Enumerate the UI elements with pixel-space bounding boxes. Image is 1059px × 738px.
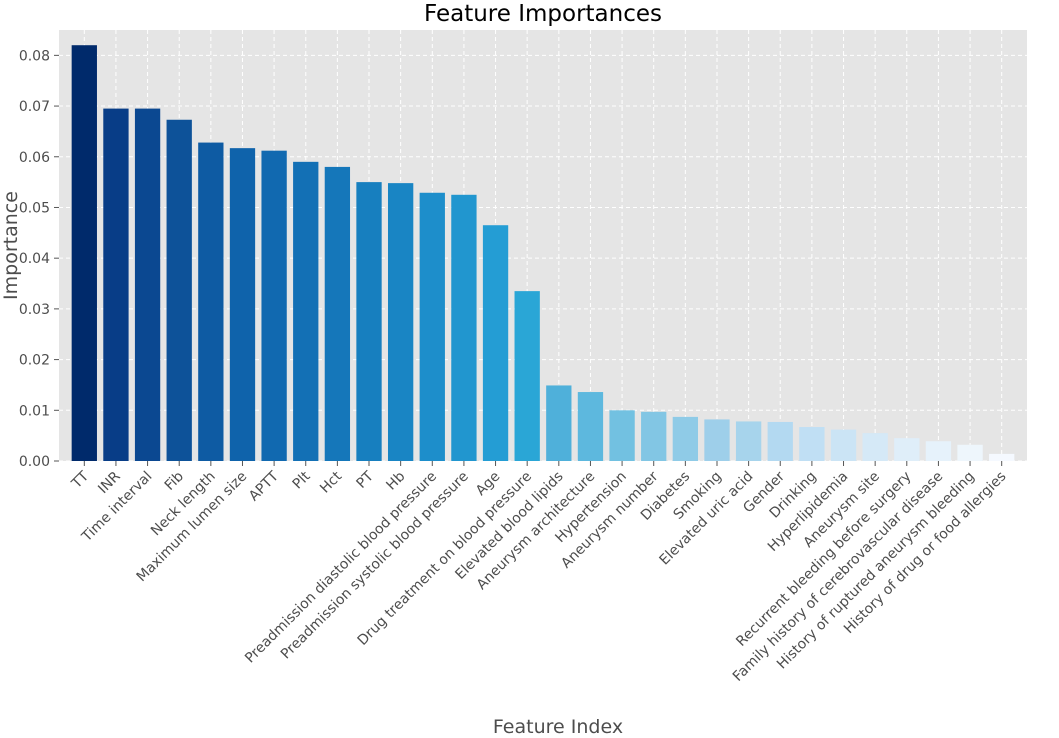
y-tick-label: 0.06 (19, 150, 50, 166)
bar (419, 192, 445, 462)
y-tick-label: 0.08 (19, 48, 50, 64)
bar (799, 427, 825, 461)
bar (293, 161, 319, 461)
x-tick-label: Preadmission diastolic blood pressure (242, 469, 440, 667)
x-tick-label: APTT (246, 468, 282, 504)
x-tick-label: Hb (383, 468, 408, 493)
bar (546, 385, 572, 461)
x-tick-label: Fib (162, 468, 187, 493)
bar (894, 438, 920, 461)
y-tick-label: 0.02 (19, 353, 50, 369)
bar (514, 291, 540, 461)
bars (71, 45, 1015, 462)
y-tick-label: 0.05 (19, 200, 50, 216)
bar (577, 392, 604, 461)
y-axis-ticks: 0.00 0.01 0.02 0.03 0.04 0.05 0.06 0.07 0.08 (19, 48, 59, 470)
x-tick-label: TT (68, 468, 92, 492)
bar (767, 421, 793, 461)
y-tick-label: 0.03 (19, 302, 50, 318)
x-tick-label: PT (354, 468, 378, 492)
y-tick-label: 0.07 (19, 99, 50, 115)
bar (957, 444, 983, 461)
bar (324, 166, 351, 461)
bar (451, 194, 477, 461)
bar (261, 150, 287, 461)
bar (989, 453, 1015, 461)
bar (71, 45, 97, 462)
bar (482, 225, 509, 461)
y-tick-label: 0.01 (19, 403, 50, 419)
y-axis-label: Importance (0, 191, 22, 300)
bar (735, 421, 762, 461)
bar (134, 108, 161, 461)
bar (672, 416, 699, 461)
y-tick-label: 0.00 (19, 454, 50, 470)
x-axis-label: Feature Index (493, 716, 623, 738)
bar (229, 148, 256, 461)
y-tick-label: 0.04 (19, 251, 50, 267)
bar (862, 433, 888, 461)
x-tick-label: Plt (290, 468, 314, 492)
bar (356, 182, 382, 461)
bar (387, 183, 414, 461)
bar (103, 108, 129, 461)
bar (609, 410, 635, 461)
chart-title: Feature Importances (424, 1, 662, 27)
x-tick-label: Hct (317, 468, 345, 496)
bar (198, 142, 224, 461)
bar (925, 441, 952, 461)
bar (166, 119, 192, 461)
bar (641, 411, 667, 461)
bar (830, 429, 857, 461)
bar (704, 419, 730, 461)
